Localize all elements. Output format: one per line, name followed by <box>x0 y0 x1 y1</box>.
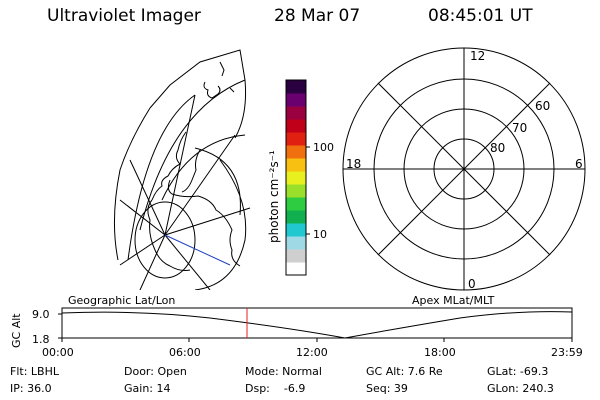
info-mode: Mode: Normal <box>245 365 322 378</box>
info-seq: Seq: 39 <box>366 382 408 395</box>
colorbar-stripe <box>286 249 306 263</box>
colorbar-stripe <box>286 210 306 224</box>
info-glat: GLat: -69.3 <box>487 365 549 378</box>
colorbar-stripe <box>286 80 306 94</box>
info-dsp: Dsp: -6.9 <box>245 382 306 395</box>
timeline-xtick-3: 18:00 <box>424 346 456 359</box>
colorbar-unit-label: photon cm⁻²s⁻¹ <box>267 150 281 243</box>
timeline-right-label: Apex MLat/MLT <box>412 294 495 307</box>
colorbar-stripe <box>286 119 306 133</box>
colorbar: 100 10 photon cm⁻²s⁻¹ <box>267 79 334 276</box>
altitude-curve <box>61 311 573 339</box>
colorbar-tick-10: 10 <box>313 228 327 241</box>
colorbar-stripe <box>286 223 306 237</box>
info-filter: Flt: LBHL <box>10 365 59 378</box>
polar-plot: 12 0 18 6 60 70 80 <box>342 47 586 291</box>
mlt-label-6: 6 <box>575 157 583 171</box>
mlt-label-18: 18 <box>346 157 361 171</box>
info-door: Door: Open <box>124 365 187 378</box>
colorbar-stripe <box>286 197 306 211</box>
info-glon: GLon: 240.3 <box>487 382 554 395</box>
lat-label-80: 80 <box>490 141 505 155</box>
timeline-xtick-0: 00:00 <box>42 346 74 359</box>
timeline-xtick-4: 23:59 <box>551 346 583 359</box>
colorbar-stripe <box>286 93 306 107</box>
date-label: 28 Mar 07 <box>274 6 361 26</box>
instrument-title: Ultraviolet Imager <box>47 6 201 26</box>
geographic-map <box>113 49 251 290</box>
lat-label-60: 60 <box>535 99 550 113</box>
colorbar-stripe <box>286 106 306 120</box>
timeline-left-label: Geographic Lat/Lon <box>68 294 176 307</box>
info-gain: Gain: 14 <box>124 382 171 395</box>
timeline-ytick-1-8: 1.8 <box>32 333 50 346</box>
timeline-ytick-9: 9.0 <box>32 308 50 321</box>
colorbar-tick-100: 100 <box>313 141 334 154</box>
map-boundary-left <box>113 107 151 261</box>
info-gc-alt: GC Alt: 7.6 Re <box>366 365 443 378</box>
colorbar-stripe <box>286 171 306 185</box>
colorbar-stripe <box>286 236 306 250</box>
timeline-xtick-1: 06:00 <box>169 346 201 359</box>
altitude-timeline: GC Alt 9.0 1.8 <box>10 307 573 348</box>
timeline-xtick-2: 12:00 <box>296 346 328 359</box>
track-line <box>164 234 231 266</box>
time-label: 08:45:01 UT <box>428 6 533 26</box>
info-ip: IP: 36.0 <box>10 382 52 395</box>
map-boundary-right <box>234 79 246 139</box>
timeline-y-axis-label: GC Alt <box>10 313 23 348</box>
mlt-label-12: 12 <box>470 49 485 63</box>
colorbar-stripe <box>286 184 306 198</box>
map-boundary-top <box>149 49 246 109</box>
mlt-label-0: 0 <box>468 277 476 291</box>
colorbar-stripe <box>286 158 306 172</box>
lat-label-70: 70 <box>512 121 527 135</box>
colorbar-stripe <box>286 262 306 276</box>
colorbar-stripe <box>286 145 306 159</box>
colorbar-stripe <box>286 132 306 146</box>
